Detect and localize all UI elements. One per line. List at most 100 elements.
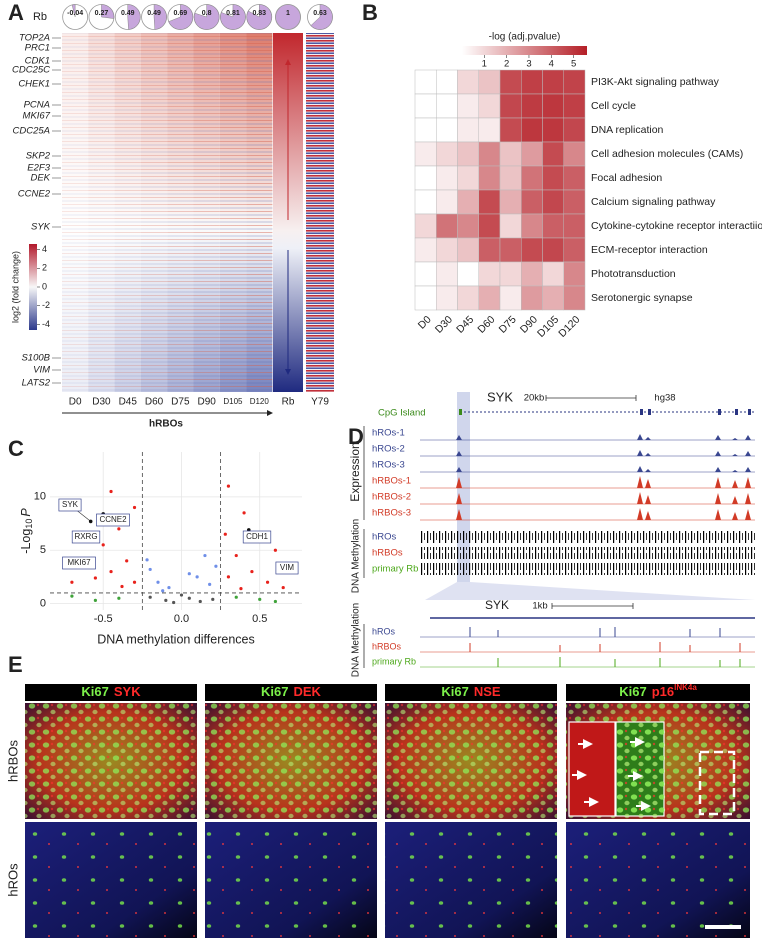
image-header-text: Ki67 NSE: [441, 684, 501, 699]
track-label: hRBOs: [372, 641, 402, 651]
column-label: D105: [223, 397, 243, 406]
point: [70, 580, 74, 584]
group-label: DNA Methylation: [351, 603, 362, 677]
heatmap-cell: [457, 189, 479, 215]
pie-wedge: [193, 4, 220, 30]
pie-label: 0.83: [252, 10, 266, 17]
image-header: [566, 684, 750, 701]
gene-label: VIM: [33, 365, 50, 376]
row-label: ECM-receptor interaction: [591, 244, 708, 256]
image-header-text: Ki67 DEK: [261, 684, 322, 699]
expression-peak: [637, 434, 643, 440]
point: [117, 596, 121, 600]
colorbar-tick-label: -4: [42, 319, 50, 329]
colorbar: [462, 46, 587, 55]
image-header: [25, 684, 197, 701]
gene-label: CDC25C: [12, 65, 50, 76]
heatmap-cell: [478, 93, 501, 119]
heatmap-cell: [478, 213, 501, 239]
pie-label: 1: [286, 10, 290, 17]
heatmap-cell: [436, 141, 458, 167]
stain-red: NSE: [474, 684, 501, 699]
gene-label: CDC25A: [13, 126, 51, 137]
panel-letter: D: [348, 424, 364, 449]
heatmap-stripes: [219, 33, 247, 392]
pie-label: 0.27: [95, 10, 109, 17]
exon: [640, 409, 643, 415]
pie-wedge: [310, 4, 333, 30]
pie-label: 0.49: [147, 10, 161, 17]
column-label: D60: [145, 397, 164, 408]
panel-letter: E: [8, 652, 23, 677]
row-label: Cell adhesion molecules (CAMs): [591, 148, 743, 160]
heatmap-cell: [521, 117, 543, 143]
zoom-scale-label: 1kb: [532, 601, 547, 612]
expression-peak: [645, 437, 651, 440]
column-label: D45: [119, 397, 138, 408]
point: [234, 553, 238, 558]
heatmap-cell: [414, 93, 437, 119]
heatmap-cell: [499, 165, 522, 191]
expression-peak: [715, 451, 721, 456]
expression-peak: [715, 435, 721, 440]
pie-label: 0.63: [313, 10, 327, 17]
heatmap-cell: [499, 285, 522, 311]
genome-label: hg38: [654, 393, 675, 404]
heatmap-cell: [414, 69, 437, 95]
image-header-text: Ki67 SYK: [81, 684, 141, 699]
row-label: Calcium signaling pathway: [591, 196, 716, 208]
gene-label: SKP2: [26, 151, 51, 162]
gene-label: CCNE2: [18, 189, 51, 200]
pie-label: 0.8: [202, 10, 212, 17]
expression-peak: [745, 451, 751, 456]
point: [132, 580, 137, 584]
heatmap-cell: [542, 213, 564, 239]
expression-peak: [645, 469, 651, 472]
point: [167, 585, 171, 590]
point: [273, 599, 277, 604]
x-tick-label: -0.5: [94, 613, 113, 625]
track-label: primary Rb: [372, 656, 416, 666]
methylation-track: [420, 547, 755, 559]
heatmap-cell: [478, 117, 501, 143]
point: [195, 575, 199, 579]
micrograph-cells: [385, 822, 557, 938]
panel-letter: C: [8, 436, 24, 461]
x-tick-label: 0.0: [174, 613, 189, 625]
expression-peak: [456, 509, 462, 520]
point: [148, 567, 152, 572]
y-axis-title-prefix: -Log: [19, 529, 33, 554]
x-tick-label: 0.5: [252, 613, 267, 625]
heatmap-cell: [478, 285, 501, 311]
heatmap-cell: [436, 237, 458, 263]
point: [109, 569, 113, 574]
heatmap-cell: [542, 237, 564, 263]
row-label: hRBOs: [5, 740, 20, 782]
point: [250, 569, 254, 574]
y-tick-label: 5: [40, 544, 46, 556]
heatmap-cell: [521, 213, 543, 239]
heatmap-stripes: [193, 33, 220, 392]
track-label: hRBOs-1: [372, 476, 411, 487]
gene-label: SYK: [31, 222, 51, 233]
heatmap-cell: [521, 261, 543, 287]
heatmap-stripes: [140, 33, 168, 392]
point: [117, 527, 121, 531]
expression-peak: [732, 480, 738, 488]
point: [93, 598, 97, 602]
pie-label: 0.69: [174, 10, 188, 17]
heatmap-cell: [563, 285, 586, 311]
heatmap-cell: [457, 93, 479, 119]
expression-peak: [645, 495, 651, 504]
expression-peak: [456, 467, 462, 472]
heatmap-cell: [478, 237, 501, 263]
expression-peak: [715, 467, 721, 472]
heatmap-cell: [499, 237, 522, 263]
point: [70, 594, 74, 598]
micrograph-cells: [205, 703, 377, 819]
colorbar: [29, 244, 37, 330]
expression-peak: [637, 450, 643, 456]
colorbar-tick-label: -2: [42, 300, 50, 310]
micrograph-cells: [25, 822, 197, 938]
